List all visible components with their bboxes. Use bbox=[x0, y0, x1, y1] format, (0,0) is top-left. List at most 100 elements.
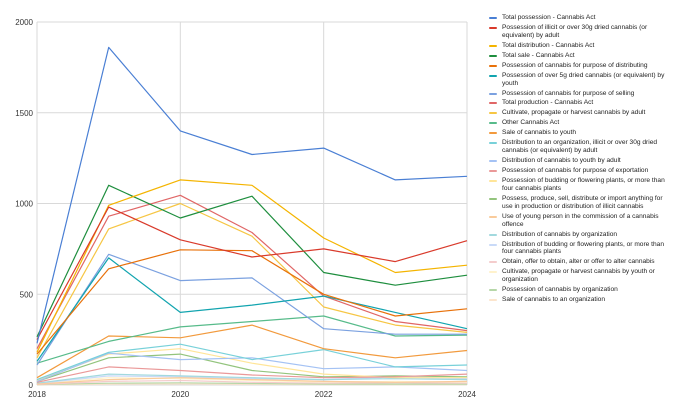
legend-label: Distribution of cannabis to youth by adu… bbox=[502, 157, 621, 165]
legend-swatch bbox=[489, 74, 497, 77]
legend-item[interactable]: Sale of cannabis to an organization bbox=[489, 296, 671, 304]
y-tick-label: 0 bbox=[29, 381, 34, 390]
legend-label: Use of young person in the commission of… bbox=[502, 212, 659, 228]
axes: 0 500 1000 1500 2000 2018 2020 2022 2024 bbox=[15, 18, 476, 399]
legend-label: Cultivate, propagate or harvest cannabis… bbox=[502, 268, 655, 284]
legend-label: Distribution of budding or flowering pla… bbox=[502, 240, 665, 256]
legend-label: Total possession - Cannabis Act bbox=[502, 14, 596, 21]
legend-label: Possession of cannabis for purpose of ex… bbox=[502, 167, 649, 175]
legend-label: Total production - Cannabis Act bbox=[502, 99, 594, 107]
legend-swatch bbox=[489, 132, 497, 135]
series-line-5 bbox=[36, 249, 468, 355]
legend-swatch bbox=[489, 197, 497, 200]
series-line-3 bbox=[36, 179, 468, 353]
legend-item[interactable]: Total possession - Cannabis Act bbox=[489, 14, 671, 22]
y-tick-label: 1000 bbox=[15, 200, 33, 209]
x-tick-label: 2022 bbox=[315, 390, 333, 399]
series-line-15 bbox=[36, 348, 467, 382]
legend-item[interactable]: Possession of cannabis for purpose of se… bbox=[489, 90, 671, 98]
x-tick-label: 2024 bbox=[458, 390, 476, 399]
legend-label: Possess, produce, sell, distribute or im… bbox=[502, 194, 663, 210]
legend-label: Sale of cannabis to youth bbox=[502, 129, 577, 137]
legend-item[interactable]: Total sale - Cannabis Act bbox=[489, 52, 671, 60]
legend-swatch bbox=[489, 92, 497, 95]
legend-swatch bbox=[489, 160, 497, 163]
legend-swatch bbox=[489, 142, 497, 145]
legend-swatch bbox=[489, 170, 497, 173]
legend-label: Total distribution - Cannabis Act bbox=[502, 41, 595, 49]
legend-swatch bbox=[489, 180, 497, 183]
y-tick-label: 500 bbox=[20, 290, 34, 299]
legend-swatch bbox=[489, 102, 497, 105]
legend-item[interactable]: Possession of illicit or over 30g dried … bbox=[489, 24, 671, 40]
legend-item[interactable]: Possession of over 5g dried cannabis (or… bbox=[489, 72, 671, 88]
legend-swatch bbox=[489, 271, 497, 274]
series-line-6 bbox=[36, 257, 468, 362]
legend-label: Possession of budding or flowering plant… bbox=[502, 177, 665, 192]
y-tick-label: 2000 bbox=[15, 18, 33, 27]
legend-swatch bbox=[489, 289, 497, 292]
legend-label: Distribution to an organization, illicit… bbox=[502, 139, 658, 155]
legend-item[interactable]: Total production - Cannabis Act bbox=[489, 99, 671, 107]
legend-label: Possession of cannabis by organization bbox=[502, 286, 618, 294]
legend-item[interactable]: Possess, produce, sell, distribute or im… bbox=[489, 195, 671, 211]
legend-swatch bbox=[489, 54, 497, 57]
series-line-22 bbox=[36, 382, 467, 386]
legend-item[interactable]: Possession of cannabis for purpose of ex… bbox=[489, 167, 671, 175]
legend-item[interactable]: Use of young person in the commission of… bbox=[489, 213, 671, 229]
series-lines bbox=[36, 46, 468, 386]
series-line-21 bbox=[36, 377, 468, 385]
x-tick-label: 2018 bbox=[28, 390, 46, 399]
legend-label: Total sale - Cannabis Act bbox=[502, 51, 575, 59]
legend-item[interactable]: Distribution of cannabis by organization bbox=[489, 231, 671, 239]
legend-swatch bbox=[489, 215, 497, 218]
legend-swatch bbox=[489, 112, 497, 115]
y-tick-label: 1500 bbox=[15, 109, 33, 118]
legend-label: Possession of cannabis for purpose of di… bbox=[502, 61, 648, 69]
series-line-1 bbox=[36, 46, 468, 344]
series-line-16 bbox=[36, 353, 468, 382]
legend-item[interactable]: Possession of budding or flowering plant… bbox=[489, 177, 671, 193]
series-line-8 bbox=[36, 194, 468, 349]
legend-item[interactable]: Cultivate, propagate or harvest cannabis… bbox=[489, 268, 671, 284]
series-line-2 bbox=[36, 206, 468, 340]
series-line-18 bbox=[36, 373, 468, 384]
series-line-11 bbox=[36, 324, 468, 379]
series-line-10 bbox=[36, 315, 468, 364]
legend-swatch bbox=[489, 122, 497, 125]
series-line-4 bbox=[36, 184, 468, 338]
legend-item[interactable]: Cultivate, propagate or harvest cannabis… bbox=[489, 109, 671, 117]
legend-swatch bbox=[489, 233, 497, 236]
legend-item[interactable]: Possession of cannabis by organization bbox=[489, 286, 671, 294]
legend-label: Sale of cannabis to an organization bbox=[502, 296, 606, 304]
legend-swatch bbox=[489, 261, 497, 264]
legend-label: Possession of illicit or over 30g dried … bbox=[502, 23, 648, 39]
series-line-17 bbox=[36, 377, 468, 385]
legend-label: Distribution of cannabis by organization bbox=[502, 230, 618, 238]
series-line-14 bbox=[36, 366, 468, 383]
legend-item[interactable]: Possession of cannabis for purpose of di… bbox=[489, 62, 671, 70]
legend-label: Possession of over 5g dried cannabis (or… bbox=[502, 71, 665, 87]
legend-item[interactable]: Other Cannabis Act bbox=[489, 119, 671, 127]
legend-item[interactable]: Obtain, offer to obtain, alter or offer … bbox=[489, 258, 671, 266]
legend-item[interactable]: Sale of cannabis to youth bbox=[489, 129, 671, 137]
chart-legend: Total possession - Cannabis Act Possessio… bbox=[489, 14, 671, 306]
legend-item[interactable]: Total distribution - Cannabis Act bbox=[489, 42, 671, 50]
legend-item[interactable]: Distribution to an organization, illicit… bbox=[489, 139, 671, 155]
legend-label: Possession of cannabis for purpose of se… bbox=[502, 89, 635, 97]
series-line-12 bbox=[36, 343, 468, 381]
legend-swatch bbox=[489, 17, 497, 19]
series-line-7 bbox=[36, 253, 467, 366]
legend-item[interactable]: Distribution of cannabis to youth by adu… bbox=[489, 157, 671, 165]
legend-swatch bbox=[489, 26, 497, 29]
gridlines bbox=[36, 21, 468, 386]
legend-swatch bbox=[489, 44, 497, 47]
legend-label: Other Cannabis Act bbox=[502, 119, 560, 127]
legend-item[interactable]: Distribution of budding or flowering pla… bbox=[489, 241, 671, 257]
legend-swatch bbox=[489, 243, 497, 246]
legend-swatch bbox=[489, 64, 497, 67]
line-chart: 0 500 1000 1500 2000 2018 2020 2022 2024 bbox=[15, 18, 476, 399]
legend-label: Cultivate, propagate or harvest cannabis… bbox=[502, 109, 646, 117]
legend-label: Obtain, offer to obtain, alter or offer … bbox=[502, 258, 655, 266]
series-line-9 bbox=[36, 202, 468, 359]
